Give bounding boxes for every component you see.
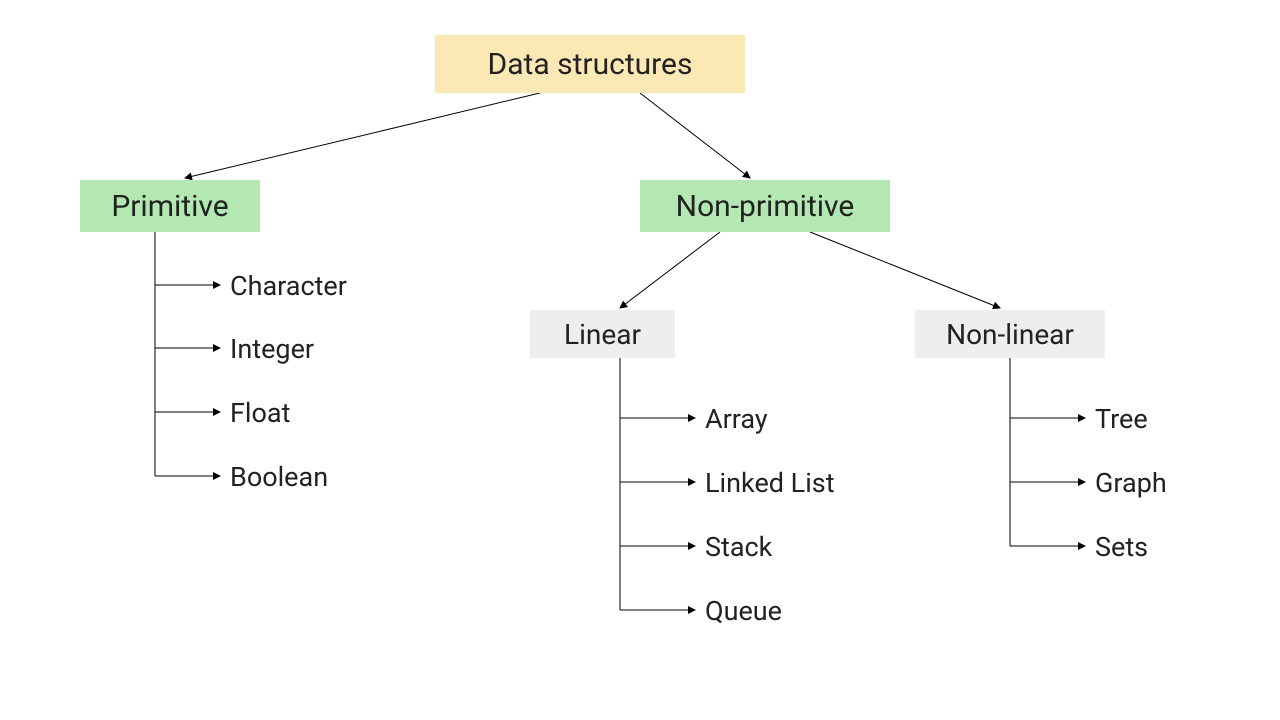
node-root-label: Data structures <box>488 47 693 82</box>
node-nonlinear: Non-linear <box>915 310 1105 358</box>
leaf-array: Array <box>705 403 768 435</box>
leaf-linkedlist-label: Linked List <box>705 467 835 499</box>
node-linear: Linear <box>530 310 675 358</box>
leaf-tree-label: Tree <box>1095 403 1148 435</box>
leaf-character: Character <box>230 270 347 302</box>
node-nonprimitive-label: Non-primitive <box>676 189 855 224</box>
leaf-queue: Queue <box>705 595 782 627</box>
leaf-tree: Tree <box>1095 403 1148 435</box>
leaf-sets-label: Sets <box>1095 531 1148 563</box>
leaf-boolean: Boolean <box>230 461 328 493</box>
node-root: Data structures <box>435 35 745 93</box>
leaf-queue-label: Queue <box>705 595 782 627</box>
leaf-character-label: Character <box>230 270 347 302</box>
leaf-graph: Graph <box>1095 467 1167 499</box>
leaf-float: Float <box>230 397 290 429</box>
leaf-graph-label: Graph <box>1095 467 1167 499</box>
node-primitive: Primitive <box>80 180 260 232</box>
node-linear-label: Linear <box>564 318 641 351</box>
leaf-linkedlist: Linked List <box>705 467 835 499</box>
leaf-sets: Sets <box>1095 531 1148 563</box>
leaf-array-label: Array <box>705 403 768 435</box>
node-nonlinear-label: Non-linear <box>946 318 1074 351</box>
diagram-edges <box>0 0 1280 720</box>
leaf-integer: Integer <box>230 333 314 365</box>
node-primitive-label: Primitive <box>111 189 228 224</box>
leaf-stack: Stack <box>705 531 772 563</box>
leaf-float-label: Float <box>230 397 290 429</box>
leaf-stack-label: Stack <box>705 531 772 563</box>
leaf-integer-label: Integer <box>230 333 314 365</box>
node-nonprimitive: Non-primitive <box>640 180 890 232</box>
leaf-boolean-label: Boolean <box>230 461 328 493</box>
